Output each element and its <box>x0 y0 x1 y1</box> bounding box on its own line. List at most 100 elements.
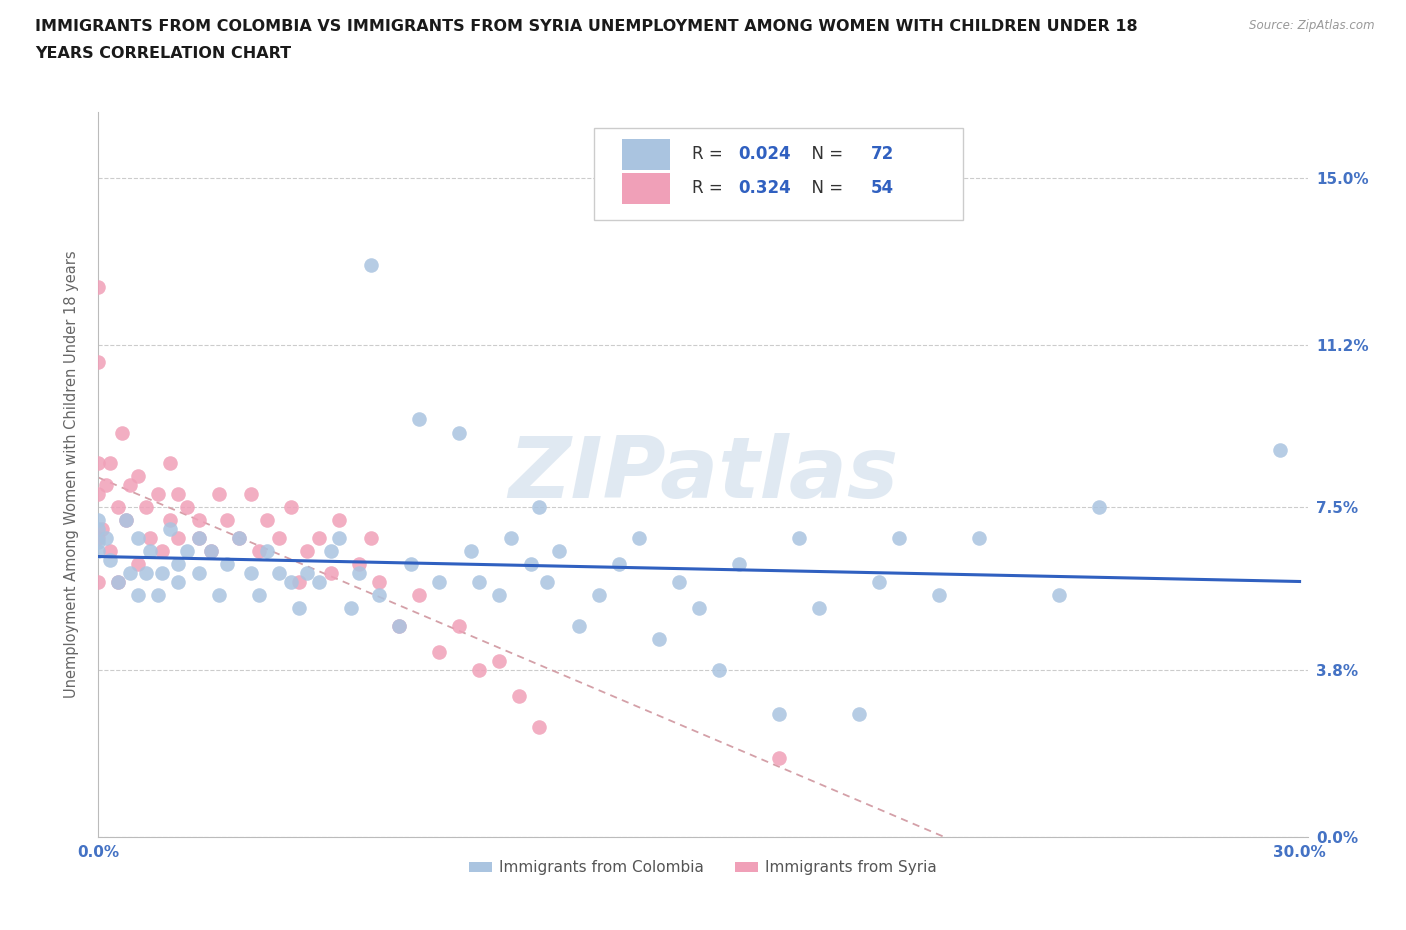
Point <box>295 565 318 580</box>
Point <box>536 575 558 590</box>
Point <box>520 557 543 572</box>
Point <box>728 557 751 572</box>
Point <box>447 618 470 633</box>
Point <box>267 531 290 546</box>
Point <box>347 557 370 572</box>
Point <box>207 588 229 603</box>
FancyBboxPatch shape <box>595 127 963 220</box>
Text: 54: 54 <box>872 179 894 197</box>
Point <box>319 544 342 559</box>
Text: N =: N = <box>801 145 848 164</box>
Point <box>91 522 114 537</box>
Point <box>460 544 482 559</box>
Point <box>87 544 110 559</box>
Bar <box>621 173 671 204</box>
Point <box>768 707 790 722</box>
Point <box>360 531 382 546</box>
Point <box>135 499 157 514</box>
Point <box>468 662 491 677</box>
Point <box>287 601 309 616</box>
Point <box>688 601 710 616</box>
Point <box>176 499 198 514</box>
Point <box>267 565 290 580</box>
Point <box>339 601 361 616</box>
Point <box>139 531 162 546</box>
Point <box>499 531 522 546</box>
Point <box>96 531 118 546</box>
Point <box>347 565 370 580</box>
Point <box>107 575 129 590</box>
Point <box>167 486 190 501</box>
Point <box>96 478 118 493</box>
Point <box>447 425 470 440</box>
Point <box>187 531 209 546</box>
Y-axis label: Unemployment Among Women with Children Under 18 years: Unemployment Among Women with Children U… <box>65 250 79 698</box>
Point <box>247 544 270 559</box>
Text: R =: R = <box>692 179 728 197</box>
Point <box>295 544 318 559</box>
Point <box>107 575 129 590</box>
Point <box>808 601 831 616</box>
Point <box>1088 499 1111 514</box>
Point <box>127 531 149 546</box>
Point <box>100 544 122 559</box>
Text: N =: N = <box>801 179 848 197</box>
Point <box>707 662 730 677</box>
Point <box>547 544 569 559</box>
Point <box>928 588 950 603</box>
Point <box>215 557 238 572</box>
Point <box>127 469 149 484</box>
Point <box>135 565 157 580</box>
Bar <box>621 140 671 169</box>
Point <box>176 544 198 559</box>
Text: YEARS CORRELATION CHART: YEARS CORRELATION CHART <box>35 46 291 61</box>
Text: IMMIGRANTS FROM COLOMBIA VS IMMIGRANTS FROM SYRIA UNEMPLOYMENT AMONG WOMEN WITH : IMMIGRANTS FROM COLOMBIA VS IMMIGRANTS F… <box>35 19 1137 33</box>
Point <box>87 575 110 590</box>
Point <box>308 575 330 590</box>
Point <box>87 486 110 501</box>
Point <box>111 425 134 440</box>
Point <box>319 565 342 580</box>
Point <box>87 354 110 369</box>
Point <box>367 575 389 590</box>
Point <box>588 588 610 603</box>
Point <box>87 280 110 295</box>
Point <box>848 707 870 722</box>
Point <box>87 535 110 550</box>
Point <box>889 531 911 546</box>
Point <box>107 499 129 514</box>
Point <box>167 557 190 572</box>
Point <box>167 575 190 590</box>
Point <box>408 588 430 603</box>
Point <box>100 552 122 567</box>
Point <box>115 513 138 528</box>
Point <box>388 618 411 633</box>
Point <box>868 575 890 590</box>
Point <box>468 575 491 590</box>
Point <box>967 531 990 546</box>
Point <box>648 631 671 646</box>
Point <box>87 531 110 546</box>
Point <box>280 499 302 514</box>
Point <box>256 544 278 559</box>
Point <box>488 588 510 603</box>
Point <box>239 486 262 501</box>
Point <box>768 751 790 765</box>
Point <box>399 557 422 572</box>
Point <box>627 531 650 546</box>
Point <box>87 513 110 528</box>
Point <box>367 588 389 603</box>
Point <box>256 513 278 528</box>
Point <box>207 486 229 501</box>
Point <box>527 499 550 514</box>
Point <box>200 544 222 559</box>
Point <box>247 588 270 603</box>
Point <box>152 565 174 580</box>
Text: 0.024: 0.024 <box>738 145 790 164</box>
Point <box>187 565 209 580</box>
Point <box>167 531 190 546</box>
Point <box>228 531 250 546</box>
Point <box>328 513 350 528</box>
Point <box>152 544 174 559</box>
Point <box>787 531 810 546</box>
